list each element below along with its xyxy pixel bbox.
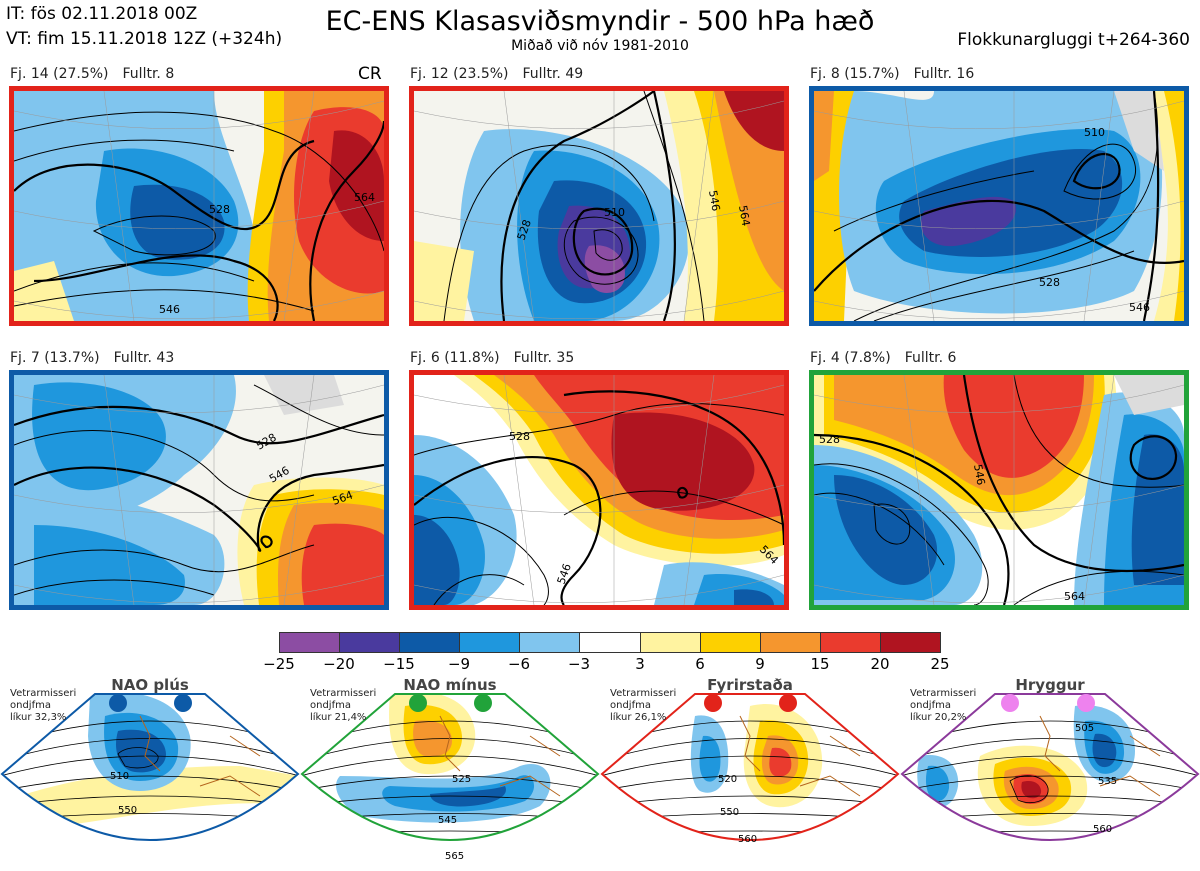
regime-note: Vetrarmisseri ondjfma líkur 21,4% [310,688,377,723]
colorbar-tick: −3 [567,655,591,673]
contour-label: 560 [738,834,757,845]
colorbar-bin [340,633,401,652]
cluster-2-map: 510 528 546 564 [409,86,789,326]
regime-blocking: 520 550 560 Fyrirstaða Vetrarmisseri ondj… [600,676,900,871]
regime-note: Vetrarmisseri ondjfma líkur 32,3% [10,688,77,723]
cluster-1-label: Fj. 14 (27.5%) Fulltr. 8 [10,66,175,82]
regime-nao-minus: 525 545 565 NAO mínus Vetrarmisseri ondjf… [300,676,600,871]
contour-label: 546 [159,303,180,316]
initial-time: IT: fös 02.11.2018 00Z [6,4,198,24]
colorbar-tick: −6 [507,655,531,673]
cluster-3-map: 510 528 546 [809,86,1189,326]
colorbar-tick: 3 [635,655,645,673]
colorbar-bin [820,633,881,652]
regime-title: NAO mínus [403,676,497,694]
contour-label: 510 [604,206,625,219]
contour-label: 546 [1129,301,1150,314]
contour-label: 510 [110,771,129,782]
cluster-1-map: 528 546 564 [9,86,389,326]
cluster-6-map: 528 546 564 [809,370,1189,610]
contour-label: 550 [118,805,137,816]
nao-minus-dot-left [409,694,427,712]
contour-label: 546 [971,463,987,486]
nao-plus-dot-right [174,694,192,712]
clustering-window: Flokkunargluggi t+264-360 [957,30,1190,50]
cluster-6-label: Fj. 4 (7.8%) Fulltr. 6 [810,350,957,366]
valid-time: VT: fim 15.11.2018 12Z (+324h) [6,29,283,49]
colorbar-bin [280,633,341,652]
page-subtitle: Miðað við nóv 1981-2010 [511,38,689,54]
contour-label: 525 [452,774,471,785]
contour-label: 528 [1039,276,1060,289]
regime-note: Vetrarmisseri ondjfma líkur 26,1% [610,688,677,723]
colorbar-tick: 20 [870,655,890,673]
contour-label: 535 [1098,776,1117,787]
contour-label: 510 [1084,126,1105,139]
contour-label: 520 [718,774,737,785]
contour-label: 545 [438,815,457,826]
colorbar-tick: 25 [930,655,950,673]
anomaly-colorbar [279,632,941,653]
colorbar-bin [400,633,461,652]
contour-label: 528 [209,203,230,216]
cluster-4-map: 528 546 564 [9,370,389,610]
colorbar-bin [760,633,821,652]
colorbar-bin [640,633,701,652]
regime-nao-plus: 510 550 NAO plús Vetrarmisseri ondjfma lík… [0,676,300,871]
cluster-5-label: Fj. 6 (11.8%) Fulltr. 35 [410,350,575,366]
regime-note: Vetrarmisseri ondjfma líkur 20,2% [910,688,977,723]
colorbar-bin [580,633,641,652]
ridge-dot-right [1077,694,1095,712]
contour-label: 550 [720,807,739,818]
cluster-4-label: Fj. 7 (13.7%) Fulltr. 43 [10,350,175,366]
nao-plus-dot-left [109,694,127,712]
regime-title: NAO plús [111,676,189,694]
regime-title: Hryggur [1015,676,1085,694]
contour-label: 564 [736,204,752,227]
regime-ridge: 505 535 560 Hryggur Vetrarmisseri ondjfma… [900,676,1200,871]
cluster-1-cr-tag: CR [358,64,382,84]
contour-label: 564 [354,191,375,204]
contour-label: 505 [1075,723,1094,734]
ridge-dot-left [1001,694,1019,712]
colorbar-tick: −20 [323,655,355,673]
colorbar-tick: −9 [447,655,471,673]
blocking-dot-right [779,694,797,712]
colorbar-tick: 9 [755,655,765,673]
cluster-5-map: 528 546 564 [409,370,789,610]
regime-title: Fyrirstaða [707,676,793,694]
contour-label: 528 [509,430,530,443]
colorbar-bin [520,633,581,652]
colorbar-tick: 15 [810,655,830,673]
contour-label: 528 [819,433,840,446]
contour-label: 546 [706,189,722,212]
page-title: EC-ENS Klasasviðsmyndir - 500 hPa hæð [325,6,875,37]
colorbar-tick: −15 [383,655,415,673]
colorbar-tick: 6 [695,655,705,673]
colorbar-bin [460,633,521,652]
colorbar-bin [880,633,941,652]
colorbar-bin [700,633,761,652]
contour-label: 564 [1064,590,1085,603]
contour-label: 565 [445,851,464,862]
cluster-3-label: Fj. 8 (15.7%) Fulltr. 16 [810,66,975,82]
contour-label: 560 [1093,824,1112,835]
cluster-2-label: Fj. 12 (23.5%) Fulltr. 49 [410,66,584,82]
blocking-dot-left [704,694,722,712]
colorbar-tick: −25 [263,655,295,673]
nao-minus-dot-right [474,694,492,712]
